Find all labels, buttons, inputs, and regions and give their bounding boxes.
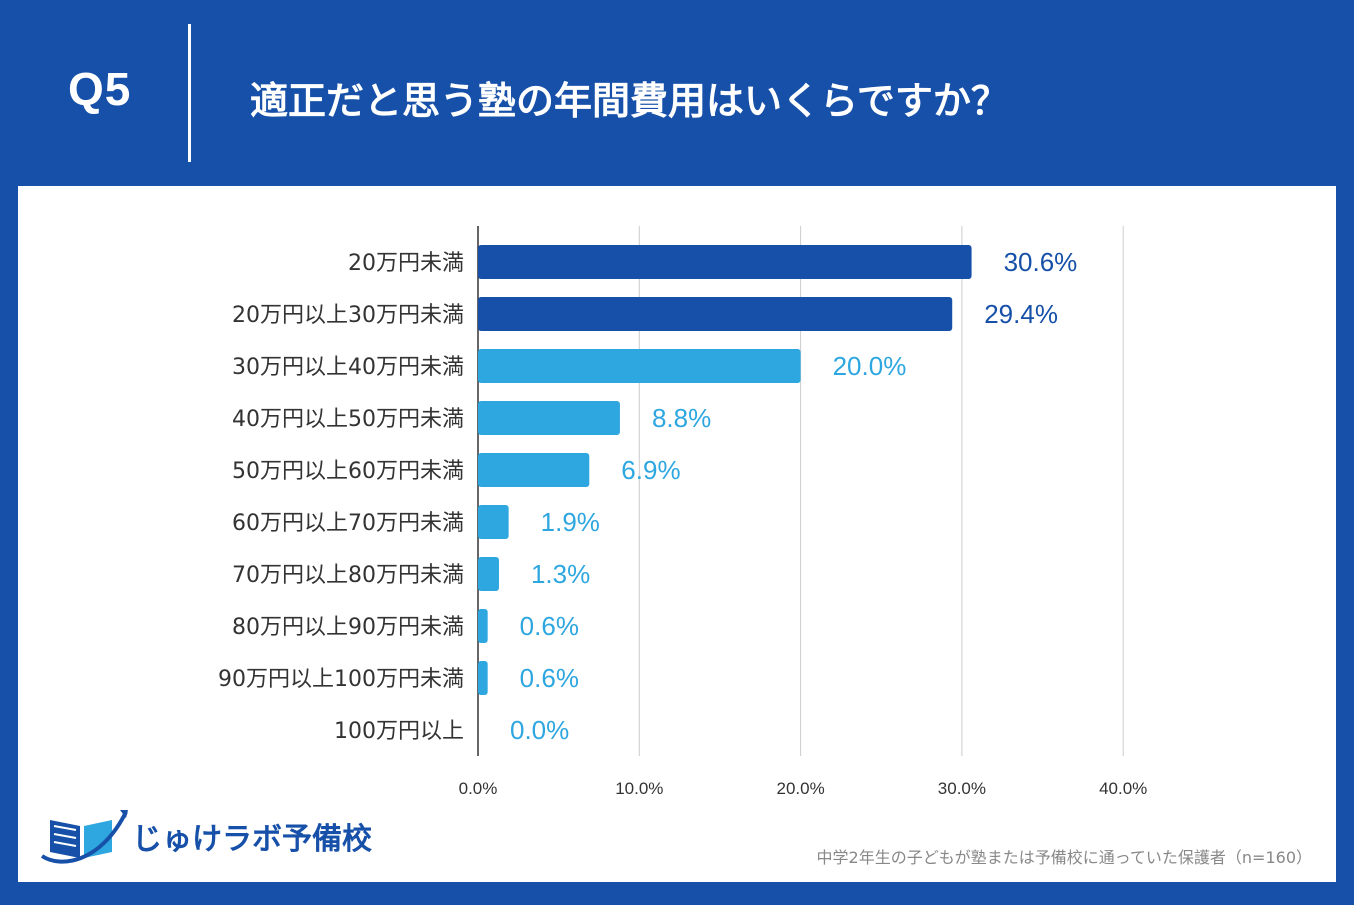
category-label: 50万円以上60万円未満 <box>232 459 464 484</box>
logo: じゅけラボ予備校 <box>40 806 380 866</box>
category-label: 30万円以上40万円未満 <box>232 355 464 380</box>
value-label: 6.9% <box>621 455 680 485</box>
value-label: 1.3% <box>531 559 590 589</box>
category-label: 20万円以上30万円未満 <box>232 303 464 328</box>
bar <box>478 245 972 279</box>
category-label: 20万円未満 <box>348 251 464 276</box>
bar <box>478 453 590 487</box>
question-title: 適正だと思う塾の年間費用はいくらですか？ <box>250 79 1009 123</box>
x-tick-label: 30.0% <box>938 779 986 798</box>
bar <box>478 297 953 331</box>
bar <box>478 505 509 539</box>
value-label: 8.8% <box>652 403 711 433</box>
header: Q5 適正だと思う塾の年間費用はいくらですか？ <box>0 0 1354 186</box>
bar <box>478 609 488 643</box>
header-divider <box>188 24 191 162</box>
value-label: 1.9% <box>541 507 600 537</box>
bar-chart: 0.0% 10.0% 20.0% 30.0% 40.0% 20万円未満 30.6% 20万円以… <box>218 226 1147 798</box>
bar <box>478 661 488 695</box>
value-label: 0.6% <box>520 663 579 693</box>
bar <box>478 557 499 591</box>
logo-text: じゅけラボ予備校 <box>132 822 372 857</box>
sample-footnote: 中学2年生の子どもが塾または予備校に通っていた保護者（n=160） <box>816 848 1312 867</box>
chart-panel: 0.0% 10.0% 20.0% 30.0% 40.0% 20万円未満 30.6% 20万円以… <box>18 186 1336 882</box>
value-label: 29.4% <box>984 299 1058 329</box>
category-label: 40万円以上50万円未満 <box>232 407 464 432</box>
category-label: 90万円以上100万円未満 <box>218 667 464 692</box>
open-book-swoosh-icon <box>40 810 128 864</box>
question-number: Q5 <box>68 63 132 115</box>
category-label: 60万円以上70万円未満 <box>232 511 464 536</box>
bar <box>478 349 801 383</box>
x-tick-label: 0.0% <box>459 779 498 798</box>
x-tick-label: 40.0% <box>1099 779 1147 798</box>
value-label: 20.0% <box>833 351 907 381</box>
category-label: 100万円以上 <box>334 719 464 744</box>
bar <box>478 401 620 435</box>
category-label: 70万円以上80万円未満 <box>232 563 464 588</box>
category-label: 80万円以上90万円未満 <box>232 615 464 640</box>
value-label: 30.6% <box>1004 247 1078 277</box>
value-label: 0.0% <box>510 715 569 745</box>
x-tick-label: 20.0% <box>776 779 824 798</box>
x-tick-label: 10.0% <box>615 779 663 798</box>
value-label: 0.6% <box>520 611 579 641</box>
